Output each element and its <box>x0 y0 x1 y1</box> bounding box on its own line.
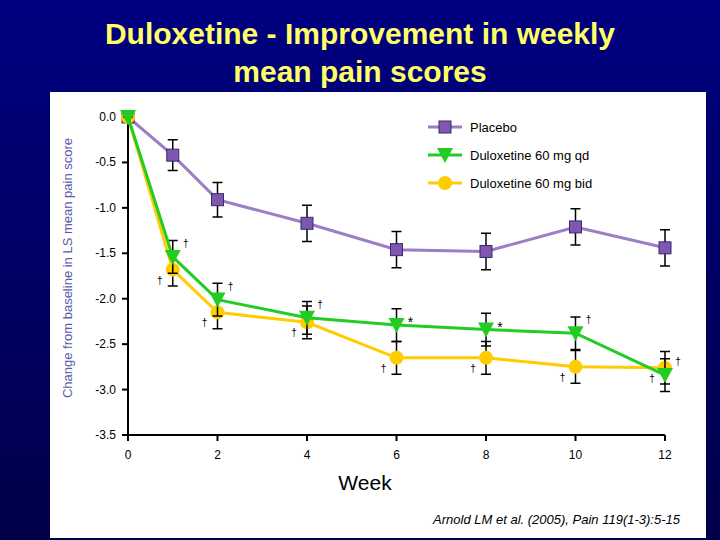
x-tick <box>575 435 577 441</box>
point <box>659 242 671 254</box>
error-bar <box>392 231 402 267</box>
significance: † <box>470 363 476 374</box>
point <box>301 217 313 229</box>
x-tick <box>217 435 219 441</box>
legend: Placebo Duloxetine 60 mg qd Duloxetine 60 … <box>428 120 592 191</box>
point <box>167 149 179 161</box>
y-axis-label: Change from baseline in LS mean pain sco… <box>60 138 75 398</box>
title: Duloxetine - Improvement in weekly mean p… <box>105 17 615 88</box>
y-tick <box>122 252 128 254</box>
significance: * <box>408 314 414 330</box>
x-axis-label: Week <box>338 471 392 494</box>
x-tick <box>664 435 666 441</box>
y-tick-label: -1.0 <box>95 201 116 215</box>
legend-marker <box>439 121 451 133</box>
title-line: mean pain scores <box>233 55 486 88</box>
significance: † <box>381 363 387 374</box>
point <box>165 250 181 265</box>
point <box>478 323 494 338</box>
x-tick <box>306 435 308 441</box>
annotations: † † † † † † † † † † * * † † <box>157 238 681 384</box>
y-tick-label: 0.0 <box>99 110 116 124</box>
x-tick-label: 6 <box>393 448 400 462</box>
y-tick-label: -0.5 <box>95 155 116 169</box>
y-tick <box>122 298 128 300</box>
legend-label: Duloxetine 60 mg qd <box>470 148 589 163</box>
background <box>0 0 720 540</box>
series <box>121 110 672 384</box>
point <box>390 351 404 365</box>
y-tick <box>122 161 128 163</box>
error-bar <box>213 182 223 217</box>
x-tick <box>485 435 487 441</box>
series <box>122 111 671 270</box>
legend-label: Duloxetine 60 mg bid <box>470 176 592 191</box>
point <box>299 311 315 326</box>
series-line <box>128 117 665 375</box>
significance: † <box>291 327 297 338</box>
series-line <box>128 117 665 251</box>
panel <box>50 92 706 538</box>
x-tick-label: 10 <box>569 448 583 462</box>
point <box>479 351 493 365</box>
error-bar <box>168 140 178 171</box>
y-tick-label: -2.5 <box>95 337 116 351</box>
significance: † <box>560 372 566 383</box>
point <box>121 110 135 124</box>
y-tick-label: -1.5 <box>95 246 116 260</box>
error-bar <box>660 230 670 266</box>
point <box>480 245 492 257</box>
point <box>657 368 673 383</box>
y-tick-label: -2.0 <box>95 292 116 306</box>
significance: † <box>317 299 323 310</box>
significance: † <box>228 281 234 292</box>
point <box>569 360 583 374</box>
point <box>120 110 136 125</box>
plot <box>120 110 673 391</box>
chart: Duloxetine - Improvement in weekly mean p… <box>0 0 720 540</box>
series-line <box>128 117 665 368</box>
legend-label: Placebo <box>470 120 517 135</box>
legend-marker <box>438 176 452 190</box>
significance: * <box>497 319 503 335</box>
point <box>570 221 582 233</box>
y-tick <box>122 343 128 345</box>
x-tick-label: 2 <box>214 448 221 462</box>
significance: † <box>675 356 681 367</box>
x-tick <box>396 435 398 441</box>
y-tick-label: -3.0 <box>95 383 116 397</box>
error-bar <box>481 233 491 269</box>
significance: † <box>649 373 655 384</box>
point <box>210 293 226 308</box>
point <box>389 318 405 333</box>
error-bar <box>571 209 581 245</box>
y-tick-label: -3.5 <box>95 428 116 442</box>
x-tick-label: 8 <box>483 448 490 462</box>
significance: † <box>157 275 163 286</box>
significance: † <box>202 317 208 328</box>
error-bar <box>302 205 312 241</box>
y-tick <box>122 389 128 391</box>
series <box>120 110 673 391</box>
title-line: Duloxetine - Improvement in weekly <box>105 17 615 50</box>
x-tick-label: 4 <box>304 448 311 462</box>
x-tick <box>127 435 129 441</box>
y-tick <box>122 207 128 209</box>
significance: † <box>183 238 189 249</box>
y-axis <box>127 117 129 435</box>
x-tick-label: 0 <box>125 448 132 462</box>
point <box>568 326 584 341</box>
x-tick-label: 12 <box>658 448 672 462</box>
point <box>212 194 224 206</box>
legend-marker <box>437 148 453 163</box>
significance: † <box>586 314 592 325</box>
point <box>391 244 403 256</box>
source: Arnold LM et al. (2005), Pain 119(1-3):5… <box>432 512 681 527</box>
